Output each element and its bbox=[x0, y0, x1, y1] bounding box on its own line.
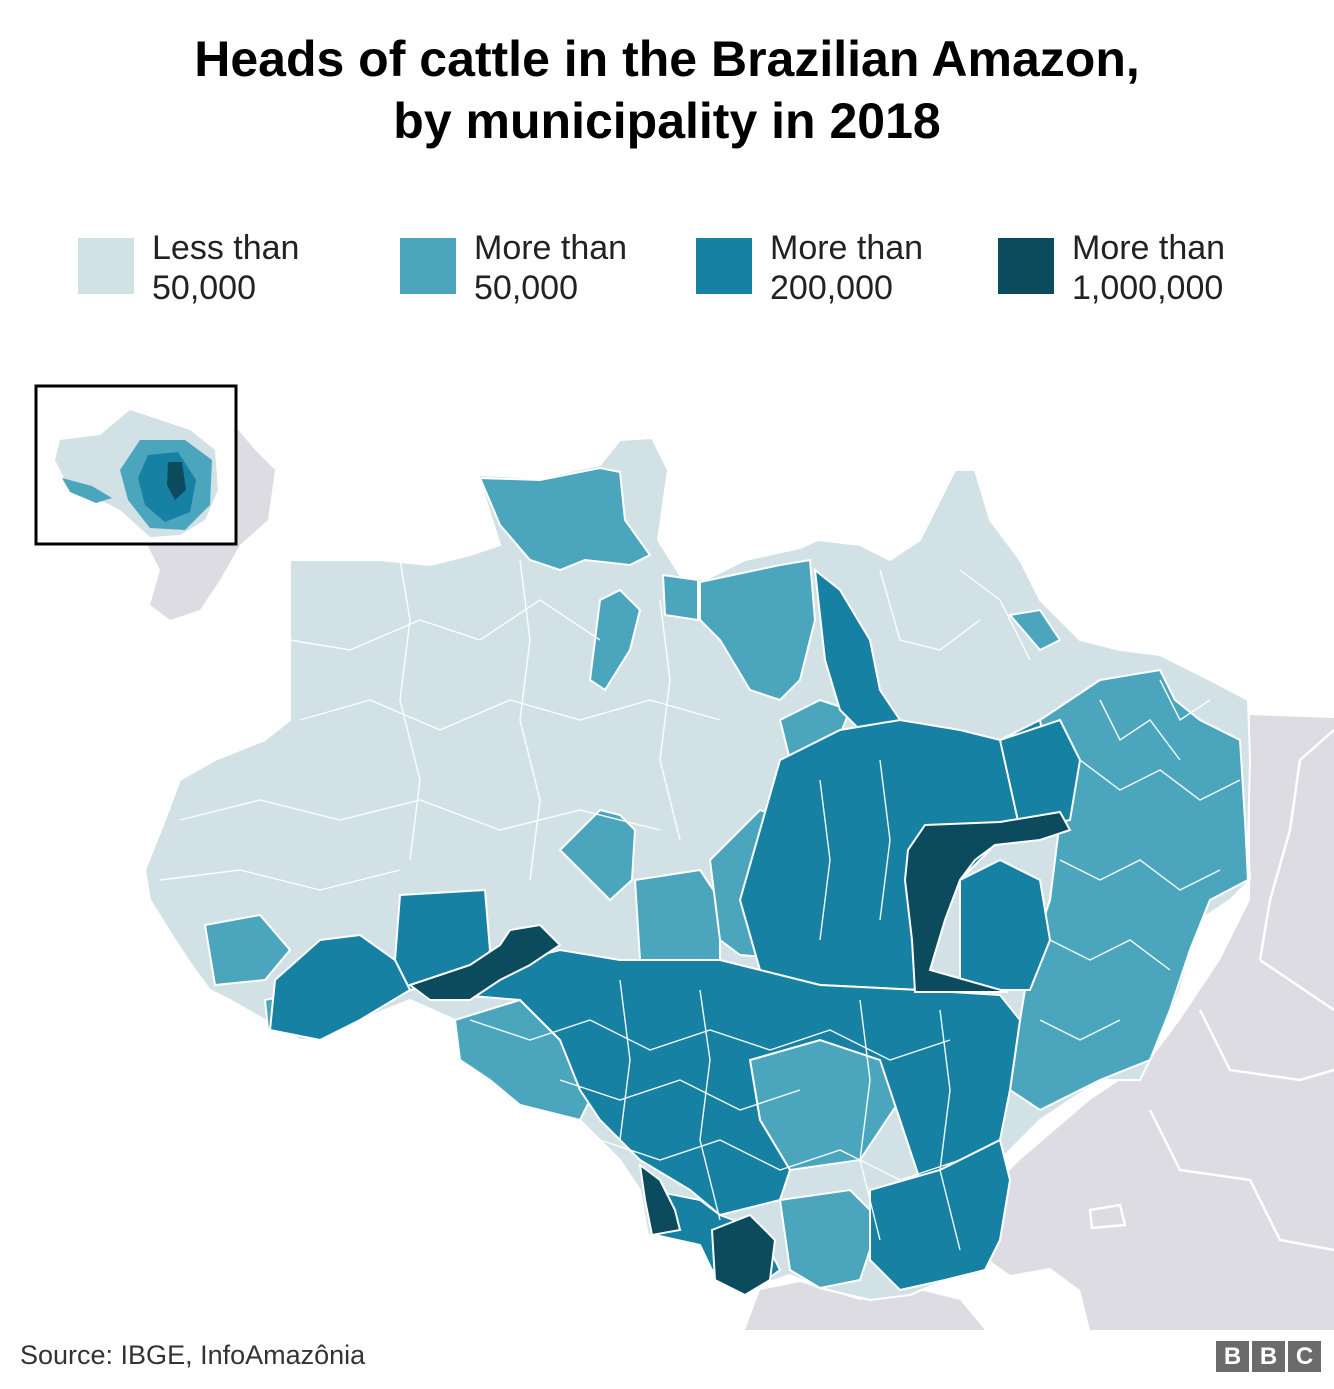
legend-label-line: More than bbox=[770, 229, 924, 267]
neighbor-borders bbox=[1088, 729, 1334, 1252]
choropleth-map bbox=[34, 384, 1334, 1330]
legend-label-line: Less than bbox=[152, 229, 300, 267]
region-more-50k bbox=[203, 913, 292, 987]
region-more-50k bbox=[661, 573, 699, 622]
legend-label-line: 1,000,000 bbox=[1072, 269, 1224, 307]
region-more-50k bbox=[1008, 608, 1062, 652]
region-more-50k bbox=[633, 868, 721, 961]
source-note: Source: IBGE, InfoAmazônia bbox=[20, 1340, 366, 1370]
chart-title: Heads of cattle in the Brazilian Amazon,… bbox=[0, 28, 1334, 152]
inset-region-more-1m bbox=[167, 462, 186, 500]
inset-region-more-50k bbox=[62, 478, 112, 503]
legend-label-line: 200,000 bbox=[770, 269, 893, 307]
municipal-borders bbox=[159, 559, 1241, 1251]
legend-label-more-50k: More than 50,000 bbox=[474, 228, 714, 308]
bbc-logo-letter: B bbox=[1216, 1341, 1249, 1372]
title-line-1: Heads of cattle in the Brazilian Amazon, bbox=[194, 31, 1140, 87]
inset-locator-map bbox=[34, 384, 275, 620]
region-more-200k bbox=[998, 718, 1082, 832]
neighbor-country-east bbox=[970, 715, 1334, 1330]
region-more-200k bbox=[869, 1138, 1012, 1292]
legend-swatch-more-200k bbox=[696, 238, 752, 294]
neighbor-countries bbox=[745, 715, 1334, 1330]
region-more-200k bbox=[268, 933, 412, 1042]
legend: Less than 50,000 More than 50,000 More t… bbox=[0, 228, 1334, 308]
legend-label-line: 50,000 bbox=[152, 269, 256, 307]
legend-swatch-more-1m bbox=[998, 238, 1054, 294]
neighbor-country-south bbox=[745, 1282, 985, 1330]
region-more-50k bbox=[478, 466, 652, 572]
legend-label-less-50k: Less than 50,000 bbox=[152, 228, 392, 308]
legend-swatch-more-50k bbox=[400, 238, 456, 294]
legend-label-line: More than bbox=[474, 229, 628, 267]
legend-label-line: More than bbox=[1072, 229, 1226, 267]
region-more-1m bbox=[407, 923, 562, 1001]
bbc-logo-letter: C bbox=[1288, 1341, 1321, 1372]
region-more-50k bbox=[699, 558, 817, 702]
bbc-logo: B B C bbox=[1216, 1341, 1322, 1372]
region-more-200k bbox=[959, 858, 1052, 991]
region-more-1m bbox=[710, 1213, 777, 1297]
region-more-50k bbox=[558, 808, 637, 902]
region-more-50k bbox=[588, 588, 642, 692]
title-line-2: by municipality in 2018 bbox=[393, 93, 941, 149]
legend-label-more-200k: More than 200,000 bbox=[770, 228, 1010, 308]
regions-more-1m bbox=[407, 810, 1072, 1297]
bbc-logo-letter: B bbox=[1252, 1341, 1285, 1372]
legend-label-more-1m: More than 1,000,000 bbox=[1072, 228, 1312, 308]
region-more-50k bbox=[778, 1188, 882, 1290]
legend-label-line: 50,000 bbox=[474, 269, 578, 307]
legend-swatch-less-50k bbox=[78, 238, 134, 294]
region-more-1m bbox=[638, 1162, 682, 1237]
region-more-1m bbox=[903, 810, 1072, 993]
